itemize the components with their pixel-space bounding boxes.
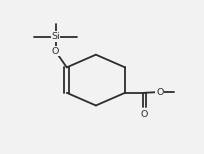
Text: O: O [156,87,163,97]
Text: Si: Si [51,32,60,41]
Text: O: O [141,111,148,120]
Text: O: O [52,47,59,56]
